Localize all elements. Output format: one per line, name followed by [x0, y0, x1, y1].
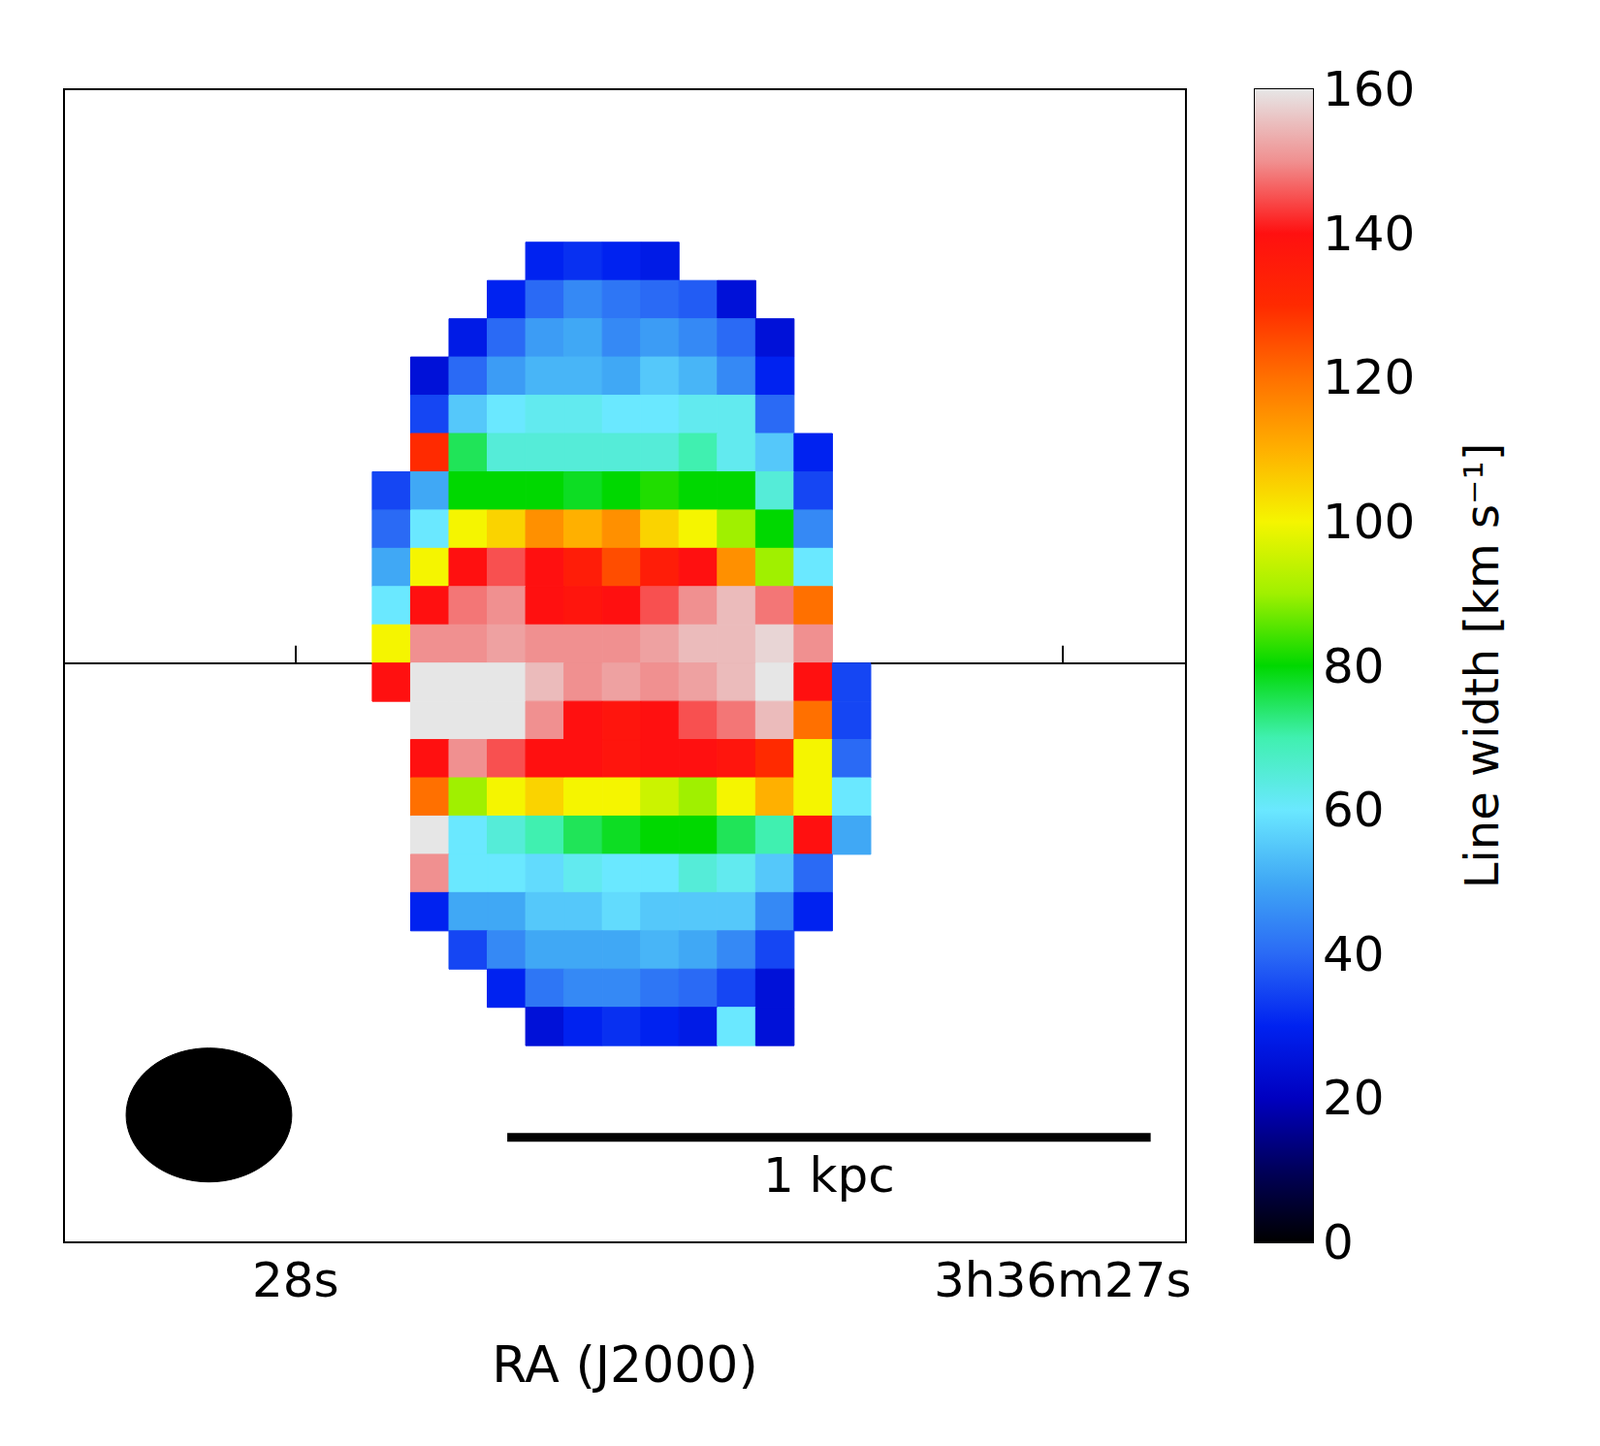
svg-text:0: 0 — [1322, 1214, 1354, 1271]
svg-text:1 kpc: 1 kpc — [763, 1147, 896, 1204]
svg-text:3h36m27s: 3h36m27s — [933, 1251, 1192, 1309]
svg-text:Line width [km s⁻¹]: Line width [km s⁻¹] — [1454, 443, 1509, 890]
svg-text:140: 140 — [1322, 205, 1415, 262]
svg-text:100: 100 — [1322, 493, 1415, 550]
svg-text:RA (J2000): RA (J2000) — [491, 1335, 758, 1394]
svg-text:28s: 28s — [252, 1251, 340, 1309]
svg-text:60: 60 — [1322, 781, 1385, 838]
svg-text:160: 160 — [1322, 61, 1415, 118]
svg-text:120: 120 — [1322, 349, 1415, 406]
svg-text:20: 20 — [1322, 1069, 1385, 1126]
svg-text:80: 80 — [1322, 638, 1385, 695]
svg-text:40: 40 — [1322, 926, 1385, 983]
